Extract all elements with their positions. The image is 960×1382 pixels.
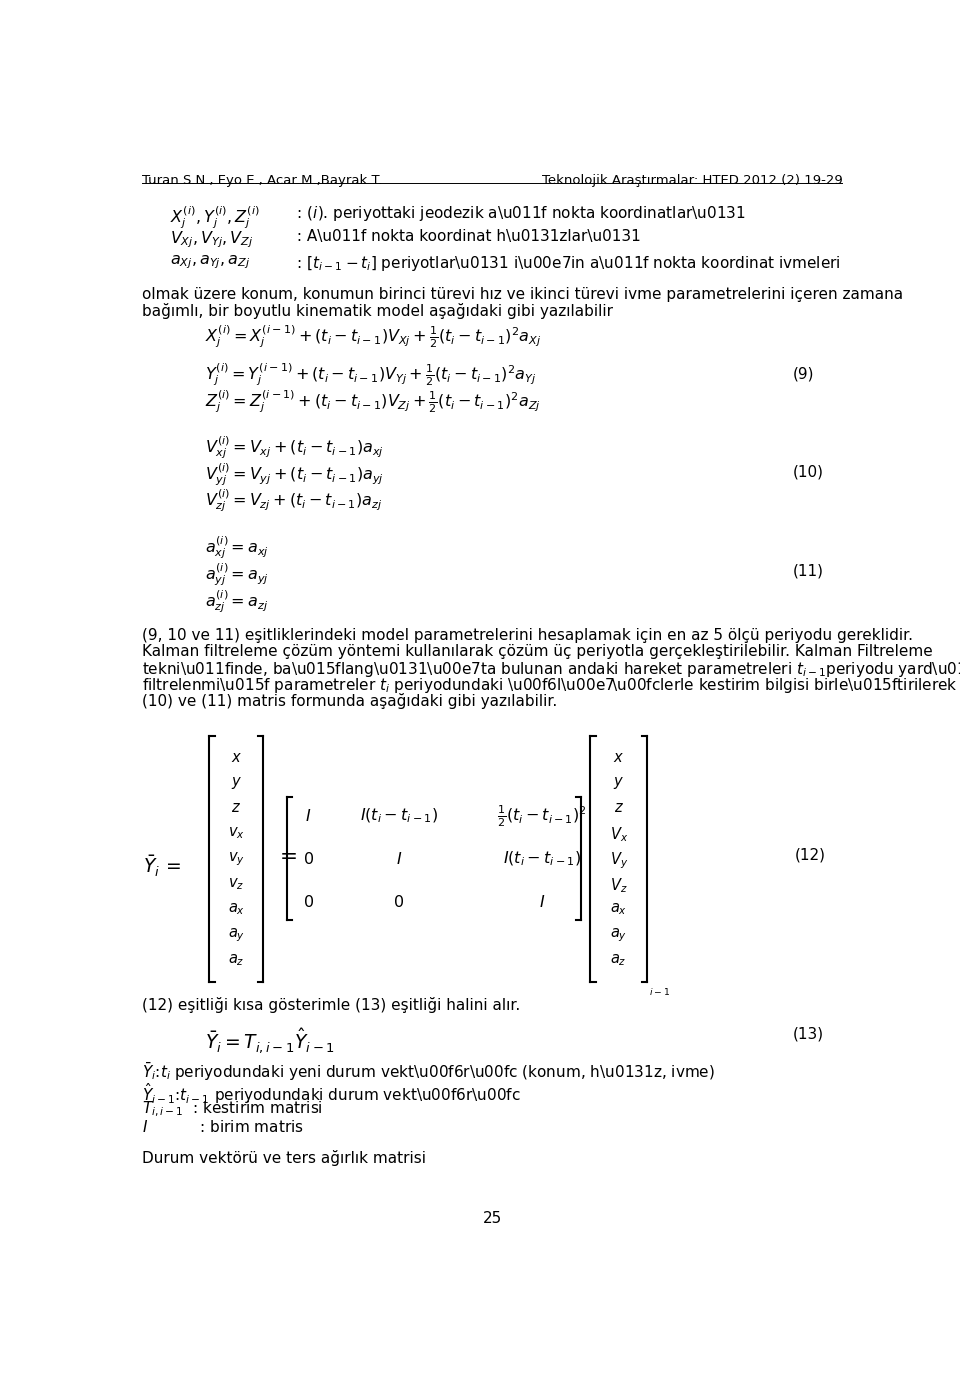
Text: $T_{i,i-1}$  : kestirim matrisi: $T_{i,i-1}$ : kestirim matrisi	[142, 1100, 323, 1119]
Text: : $(i)$. periyottaki jeodezik a\u011f nokta koordinatlar\u0131: : $(i)$. periyottaki jeodezik a\u011f no…	[292, 205, 746, 224]
Text: $V_{Xj},V_{Yj},V_{Zj}$: $V_{Xj},V_{Yj},V_{Zj}$	[170, 229, 254, 250]
Text: $\hat{Y}_{i-1}$:$t_{i-1}$ periyodundaki durum vekt\u00f6r\u00fc: $\hat{Y}_{i-1}$:$t_{i-1}$ periyodundaki …	[142, 1081, 520, 1106]
Text: $a_z$: $a_z$	[228, 952, 245, 967]
Text: (9): (9)	[793, 366, 814, 381]
Text: $V_{zj}^{(i)} = V_{zj} + (t_i - t_{i-1})a_{zj}$: $V_{zj}^{(i)} = V_{zj} + (t_i - t_{i-1})…	[205, 488, 383, 514]
Text: $0$: $0$	[394, 894, 404, 909]
Text: $y$: $y$	[230, 775, 242, 791]
Text: $v_y$: $v_y$	[228, 851, 245, 868]
Text: $x$: $x$	[613, 749, 624, 764]
Text: $X_j^{(i)} = X_j^{(i-1)} + (t_i - t_{i-1})V_{Xj} + \frac{1}{2}(t_i - t_{i-1})^2a: $X_j^{(i)} = X_j^{(i-1)} + (t_i - t_{i-1…	[205, 323, 541, 351]
Text: $Z_j^{(i)} = Z_j^{(i-1)} + (t_i - t_{i-1})V_{Zj} + \frac{1}{2}(t_i - t_{i-1})^2a: $Z_j^{(i)} = Z_j^{(i-1)} + (t_i - t_{i-1…	[205, 388, 541, 415]
Text: Kalman filtreleme çözüm yöntemi kullanılarak çözüm üç periyotla gerçekleştirileb: Kalman filtreleme çözüm yöntemi kullanıl…	[142, 644, 932, 659]
Text: filtrelenmi\u015f parametreler $t_i$ periyodundaki \u00f6l\u00e7\u00fclerle kest: filtrelenmi\u015f parametreler $t_i$ per…	[142, 676, 960, 695]
Text: (13): (13)	[793, 1027, 824, 1042]
Text: olmak üzere konum, konumun birinci türevi hız ve ikinci türevi ivme parametreler: olmak üzere konum, konumun birinci türev…	[142, 286, 902, 301]
Text: $a_x$: $a_x$	[228, 901, 245, 918]
Text: $x$: $x$	[230, 749, 242, 764]
Text: $a_z$: $a_z$	[611, 952, 627, 967]
Text: $I$: $I$	[396, 851, 402, 867]
Text: Turan S.N., Eyo E., Acar M.,Bayrak T.: Turan S.N., Eyo E., Acar M.,Bayrak T.	[142, 174, 382, 187]
Text: $y$: $y$	[613, 775, 624, 791]
Text: $a_{xj}^{(i)} = a_{xj}$: $a_{xj}^{(i)} = a_{xj}$	[205, 533, 269, 561]
Text: $a_x$: $a_x$	[611, 901, 627, 918]
Text: $_{i-1}$: $_{i-1}$	[649, 984, 670, 996]
Text: : $[t_{i-1} - t_i]$ periyotlar\u0131 i\u00e7in a\u011f nokta koordinat ivmeleri: : $[t_{i-1} - t_i]$ periyotlar\u0131 i\u…	[292, 254, 841, 272]
Text: $I$: $I$	[540, 894, 545, 909]
Text: Durum vektörü ve ters ağırlık matrisi: Durum vektörü ve ters ağırlık matrisi	[142, 1150, 425, 1166]
Text: (10): (10)	[793, 464, 824, 480]
Text: (11): (11)	[793, 562, 824, 578]
Text: $V_{yj}^{(i)} = V_{yj} + (t_i - t_{i-1})a_{yj}$: $V_{yj}^{(i)} = V_{yj} + (t_i - t_{i-1})…	[205, 460, 384, 488]
Text: 25: 25	[482, 1211, 502, 1226]
Text: $0$: $0$	[302, 894, 314, 909]
Text: $a_{Xj},a_{Yj},a_{Zj}$: $a_{Xj},a_{Yj},a_{Zj}$	[170, 254, 251, 271]
Text: (10) ve (11) matris formunda aşağıdaki gibi yazılabilir.: (10) ve (11) matris formunda aşağıdaki g…	[142, 692, 557, 709]
Text: $V_x$: $V_x$	[610, 825, 628, 844]
Text: $a_y$: $a_y$	[611, 927, 627, 944]
Text: (9, 10 ve 11) eşitliklerindeki model parametrelerini hesaplamak için en az 5 ölç: (9, 10 ve 11) eşitliklerindeki model par…	[142, 627, 913, 643]
Text: $a_{zj}^{(i)} = a_{zj}$: $a_{zj}^{(i)} = a_{zj}$	[205, 587, 269, 615]
Text: $I$: $I$	[305, 807, 311, 824]
Text: : A\u011f nokta koordinat h\u0131zlar\u0131: : A\u011f nokta koordinat h\u0131zlar\u0…	[292, 229, 641, 245]
Text: $v_z$: $v_z$	[228, 876, 245, 891]
Text: $Y_j^{(i)} = Y_j^{(i-1)} + (t_i - t_{i-1})V_{Yj} + \frac{1}{2}(t_i - t_{i-1})^2a: $Y_j^{(i)} = Y_j^{(i-1)} + (t_i - t_{i-1…	[205, 362, 537, 388]
Text: (12) eşitliği kısa gösterimle (13) eşitliği halini alır.: (12) eşitliği kısa gösterimle (13) eşitl…	[142, 998, 520, 1013]
Text: $\bar{Y}_i\, =$: $\bar{Y}_i\, =$	[143, 854, 181, 879]
Text: $I(t_i - t_{i-1})$: $I(t_i - t_{i-1})$	[360, 807, 438, 825]
Text: $z$: $z$	[613, 800, 624, 815]
Text: tekni\u011finde, ba\u015flang\u0131\u00e7ta bulunan andaki hareket parametreleri: tekni\u011finde, ba\u015flang\u0131\u00e…	[142, 661, 960, 679]
Text: $=$: $=$	[275, 844, 297, 865]
Text: $V_y$: $V_y$	[610, 851, 628, 872]
Text: bağımlı, bir boyutlu kinematik model aşağıdaki gibi yazılabilir: bağımlı, bir boyutlu kinematik model aşa…	[142, 303, 612, 319]
Text: $I$           : birim matris: $I$ : birim matris	[142, 1119, 303, 1135]
Text: $V_{xj}^{(i)} = V_{xj} + (t_i - t_{i-1})a_{xj}$: $V_{xj}^{(i)} = V_{xj} + (t_i - t_{i-1})…	[205, 434, 384, 460]
Text: (12): (12)	[794, 847, 826, 862]
Text: $\bar{Y}_i$:$t_i$ periyodundaki yeni durum vekt\u00f6r\u00fc (konum, h\u0131z, i: $\bar{Y}_i$:$t_i$ periyodundaki yeni dur…	[142, 1061, 714, 1083]
Text: $\frac{1}{2}(t_i - t_{i-1})^2$: $\frac{1}{2}(t_i - t_{i-1})^2$	[497, 803, 588, 829]
Text: $I(t_i - t_{i-1})$: $I(t_i - t_{i-1})$	[503, 850, 582, 868]
Text: $0$: $0$	[302, 851, 314, 867]
Text: $v_x$: $v_x$	[228, 825, 245, 842]
Text: Teknolojik Araştırmalar: HTED 2012 (2) 19-29: Teknolojik Araştırmalar: HTED 2012 (2) 1…	[541, 174, 842, 187]
Text: $a_{yj}^{(i)} = a_{yj}$: $a_{yj}^{(i)} = a_{yj}$	[205, 561, 269, 587]
Text: $z$: $z$	[231, 800, 241, 815]
Text: $X_j^{(i)},Y_j^{(i)},Z_j^{(i)}$: $X_j^{(i)},Y_j^{(i)},Z_j^{(i)}$	[170, 205, 260, 231]
Text: $V_z$: $V_z$	[610, 876, 628, 894]
Text: $\bar{Y}_i = T_{i,i-1}\hat{Y}_{i-1}$: $\bar{Y}_i = T_{i,i-1}\hat{Y}_{i-1}$	[205, 1027, 335, 1056]
Text: $a_y$: $a_y$	[228, 927, 245, 944]
